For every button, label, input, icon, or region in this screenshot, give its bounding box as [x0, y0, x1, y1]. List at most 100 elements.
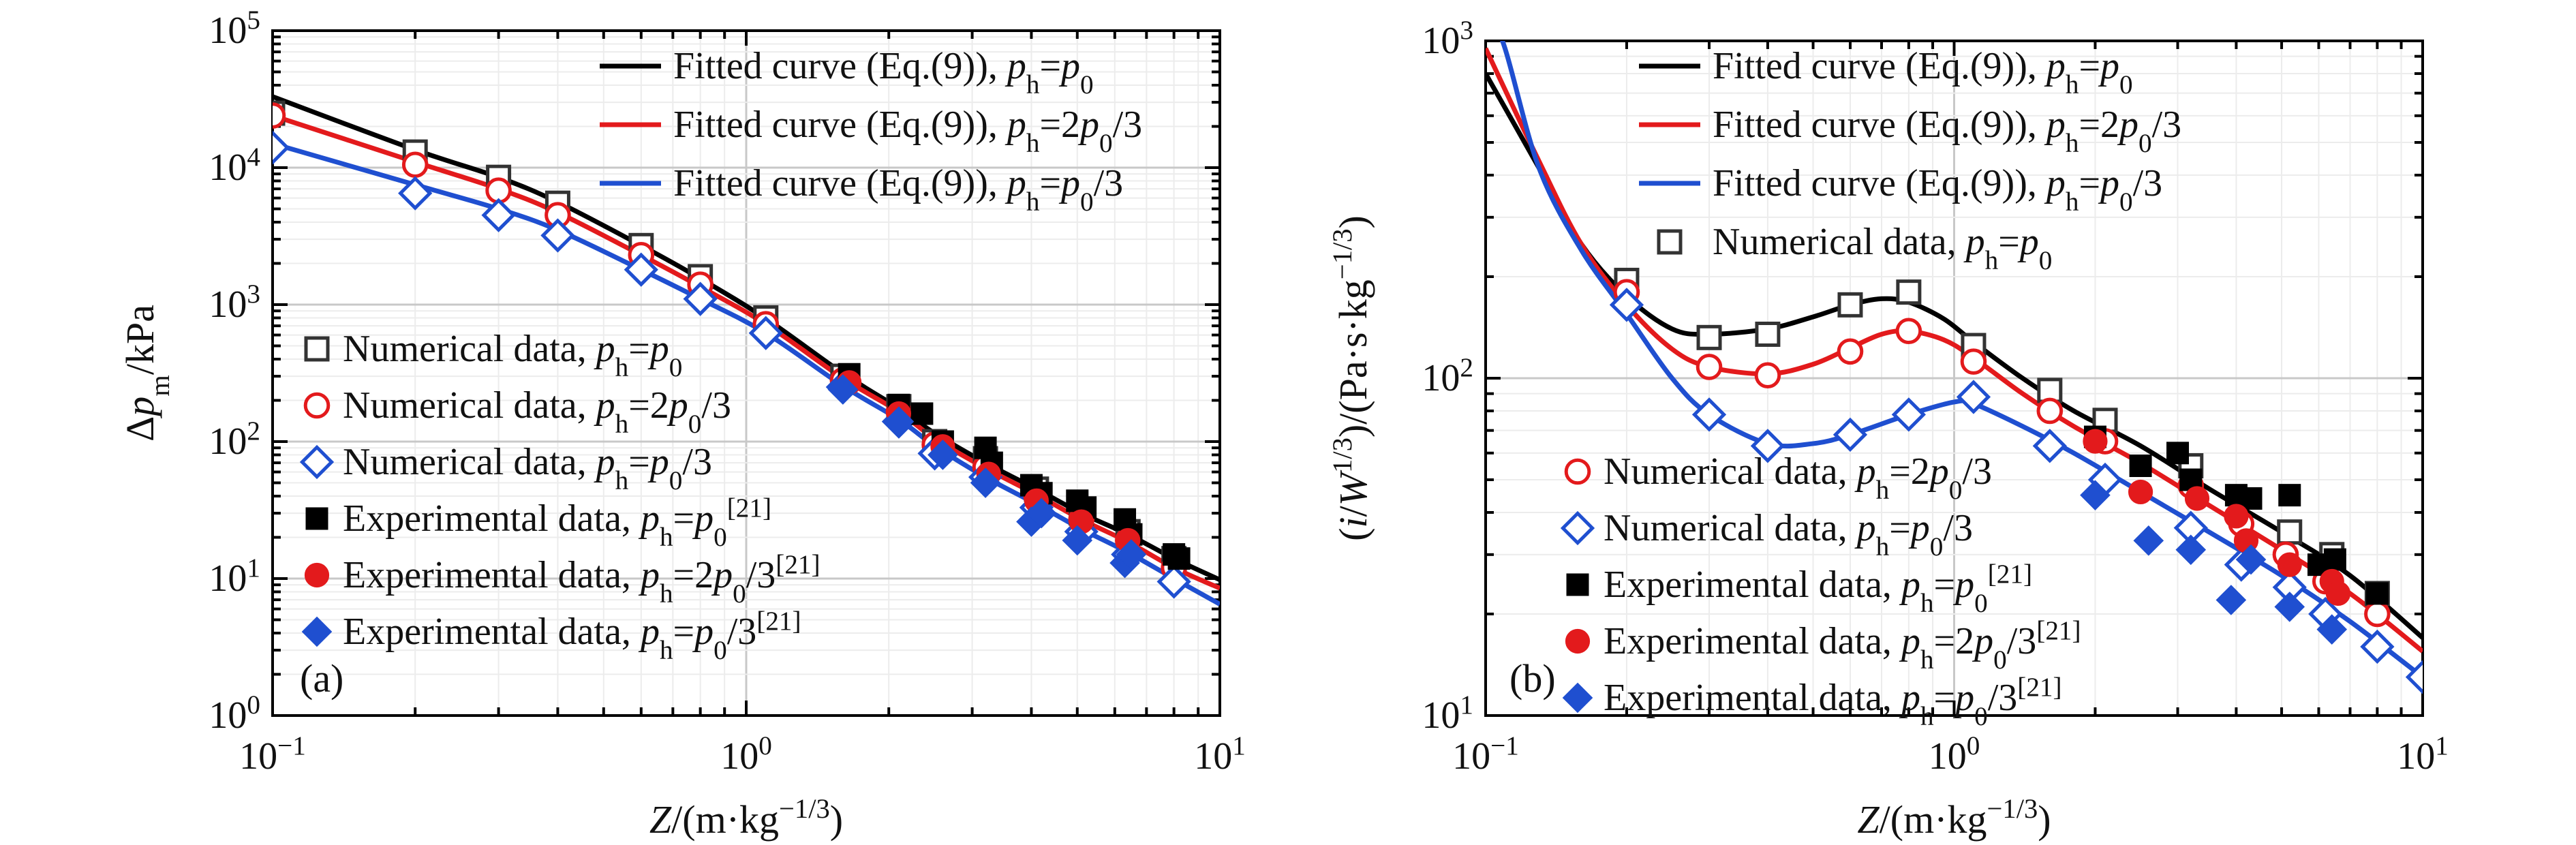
data-point-b_num_p03: [1956, 380, 1991, 414]
plot-area-b: [1486, 41, 2423, 694]
data-point-b_exp_p03: [2175, 534, 2207, 566]
data-point-b_num_p03: [2032, 429, 2067, 463]
legend-swatch-b_exp_p03: [1562, 682, 1593, 713]
legend-swatch-a_exp_2p0: [304, 562, 330, 588]
data-point-a_num_p03: [683, 281, 718, 316]
legend-label-b_exp_p03: Experimental data, ph=p0/3[21]: [1604, 673, 2062, 731]
x-tick-label: 101: [2397, 731, 2449, 778]
data-point-b_num_2p0: [1837, 338, 1864, 365]
legend-label-a_fit_p0: Fitted curve (Eq.(9)), ph=p0: [673, 45, 1094, 99]
data-point-a_num_p03: [481, 198, 516, 232]
legend-label-b_num_p0: Numerical data, ph=p0: [1713, 221, 2052, 275]
y-tick-label: 103: [209, 279, 260, 326]
data-point-a_exp_p03: [1062, 525, 1093, 556]
x-tick-label: 10−1: [1452, 731, 1519, 778]
legend-label-b_exp_2p0: Experimental data, ph=2p0/3[21]: [1604, 616, 2081, 675]
legend-label-b_fit_2p0: Fitted curve (Eq.(9)), ph=2p0/3: [1713, 104, 2181, 158]
legend-label-a_fit_p03: Fitted curve (Eq.(9)), ph=p0/3: [673, 162, 1123, 217]
data-point-b_exp_p03: [2274, 592, 2305, 622]
legend-label-a_exp_p03: Experimental data, ph=p0/3[21]: [343, 606, 801, 665]
data-point-b_num_p03: [1691, 397, 1727, 432]
y-tick-label: 105: [209, 5, 260, 52]
y-tick-label: 101: [1422, 690, 1473, 737]
data-point-b_num_p03: [1750, 429, 1785, 463]
chart-panel-b: 10−1 100 101 101 102 103 Z/(m·kg−1/3) (i/W1/3)/…: [1327, 16, 2449, 842]
data-point-b_num_p0: [2277, 519, 2303, 545]
data-point-b_exp_p0: [2323, 548, 2346, 571]
data-point-a_num_p03: [748, 316, 783, 350]
data-point-b_num_p03: [1891, 397, 1927, 432]
data-point-b_exp_2p0: [2325, 581, 2351, 606]
data-point-a_exp_p0: [1167, 547, 1191, 570]
x-axis-label: Z/(m·kg−1/3): [649, 793, 843, 842]
data-point-b_num_p0: [1696, 324, 1722, 350]
x-tick-label: 101: [1194, 731, 1246, 778]
legend-label-a_num_2p0: Numerical data, ph=2p0/3: [343, 384, 731, 439]
data-point-b_exp_p0: [2129, 455, 2152, 478]
data-point-b_num_p03: [2405, 660, 2423, 694]
data-point-b_num_2p0: [1895, 318, 1922, 345]
data-point-b_exp_2p0: [2128, 479, 2153, 505]
series-a_exp_p03: [827, 374, 1147, 579]
data-point-b_num_2p0: [2364, 600, 2391, 628]
legend-swatch-a_num_2p0: [303, 392, 331, 419]
data-point-b_exp_p0: [2239, 487, 2263, 510]
data-point-a_num_p03: [540, 218, 575, 253]
data-point-a_exp_p03: [1116, 539, 1147, 570]
series-b_exp_p0: [2083, 425, 2389, 605]
data-point-b_exp_2p0: [2083, 429, 2108, 454]
data-point-a_num_p03: [624, 252, 658, 287]
data-point-a_exp_p03: [927, 440, 958, 470]
data-point-b_exp_p03: [2080, 480, 2111, 510]
data-point-a_num_2p0: [273, 102, 286, 129]
legend-swatch-a_num_p0: [304, 336, 330, 362]
legend-label-b_exp_p0: Experimental data, ph=p0[21]: [1604, 559, 2032, 618]
legend-swatch-a_exp_p03: [301, 616, 333, 647]
legend-label-b_num_2p0: Numerical data, ph=2p0/3: [1604, 450, 1992, 505]
data-point-b_num_p0: [2037, 378, 2063, 403]
grid-a: [271, 31, 1220, 717]
data-point-b_exp_2p0: [2184, 486, 2210, 511]
legend-swatch-b_exp_2p0: [1565, 628, 1591, 654]
data-point-a_exp_p03: [883, 406, 915, 437]
legend-swatch-b_num_p03: [1560, 510, 1595, 546]
data-point-b_exp_p0: [2278, 484, 2301, 507]
data-point-b_exp_p0: [2166, 442, 2190, 465]
legend-label-a_fit_2p0: Fitted curve (Eq.(9)), ph=2p0/3: [673, 104, 1142, 158]
data-point-a_exp_p03: [970, 467, 1001, 498]
series-line-b_fit_p03: [1500, 41, 2423, 679]
data-point-a_num_p03: [398, 176, 433, 211]
legend-swatch-b_exp_p0: [1566, 573, 1589, 596]
chart-panel-a: 10−1 100 101100101102103104105Z/(m·kg−1/3)…: [118, 5, 1246, 842]
legend-label-b_num_p03: Numerical data, ph=p0/3: [1604, 507, 1973, 562]
data-point-b_num_p03: [1609, 288, 1644, 322]
y-axis-label: (i/W1/3)/(Pa·s·kg−1/3): [1327, 215, 1376, 541]
legend-swatch-a_num_p03: [299, 444, 335, 480]
y-tick-label: 104: [209, 142, 260, 189]
data-point-a_num_p03: [273, 130, 290, 165]
data-point-a_exp_p03: [1026, 497, 1057, 529]
data-point-b_exp_p03: [2215, 585, 2247, 615]
data-point-b_exp_p03: [2133, 525, 2164, 556]
data-point-b_num_2p0: [1754, 362, 1781, 389]
data-point-b_num_p0: [1896, 279, 1922, 305]
data-point-b_num_p03: [2360, 629, 2395, 664]
panel-label-b: (b): [1509, 656, 1556, 701]
legend-swatch-b_num_2p0: [1564, 458, 1591, 485]
legend-swatch-a_exp_p0: [305, 507, 328, 530]
data-point-b_num_2p0: [1960, 348, 1987, 375]
legend-label-b_fit_p03: Fitted curve (Eq.(9)), ph=p0/3: [1713, 162, 2162, 217]
y-axis-label: Δpm/kPa: [118, 305, 175, 442]
ticks-b: [1484, 41, 2423, 717]
data-point-b_exp_p0: [2365, 582, 2389, 605]
x-axis-label: Z/(m·kg−1/3): [1857, 793, 2051, 842]
data-point-b_num_p0: [1755, 321, 1781, 347]
y-tick-label: 100: [209, 690, 260, 737]
y-tick-label: 102: [1422, 353, 1473, 400]
x-tick-label: 100: [720, 731, 772, 778]
data-point-b_num_2p0: [1696, 354, 1723, 380]
